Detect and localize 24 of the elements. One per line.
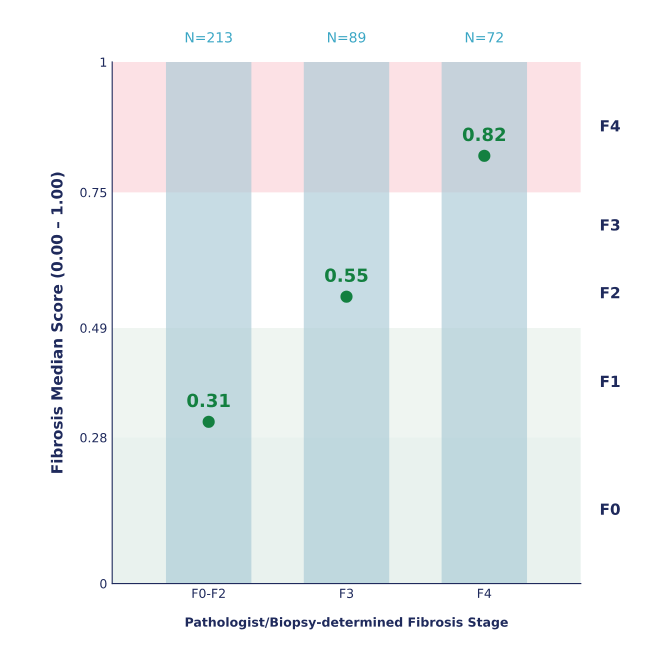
data-label: 0.82 <box>462 128 506 142</box>
band-label: F4 <box>600 120 620 132</box>
y-tick-label: 0.49 <box>80 323 106 333</box>
x-tick-label: F0-F2 <box>192 588 225 598</box>
band-label: F0 <box>600 503 620 515</box>
y-tick-label: 0 <box>100 579 107 588</box>
annotation: N=72 <box>466 32 503 42</box>
data-label: 0.55 <box>325 268 368 282</box>
text: F3 <box>600 219 620 231</box>
x-axis-title: Pathologist/Biopsy-determined Fibrosis Stage <box>186 617 508 630</box>
band-label: F1 <box>600 376 620 387</box>
annotation: N=213 <box>186 32 232 43</box>
y-axis-title: Fibrosis Median Score (0.00 – 1.00) <box>50 172 64 473</box>
y-tick-label: 0.75 <box>80 188 106 198</box>
x-tick-label: F4 <box>478 588 492 598</box>
annotation: N=89 <box>328 32 366 43</box>
x-tick-label: F3 <box>340 588 354 598</box>
point <box>202 416 215 428</box>
point <box>340 290 353 303</box>
y-tick-label: 0.28 <box>80 432 106 442</box>
data-label: 0.31 <box>187 394 230 408</box>
text: F2 <box>600 286 620 298</box>
point <box>478 150 490 162</box>
y-tick-label: 1 <box>100 58 106 67</box>
